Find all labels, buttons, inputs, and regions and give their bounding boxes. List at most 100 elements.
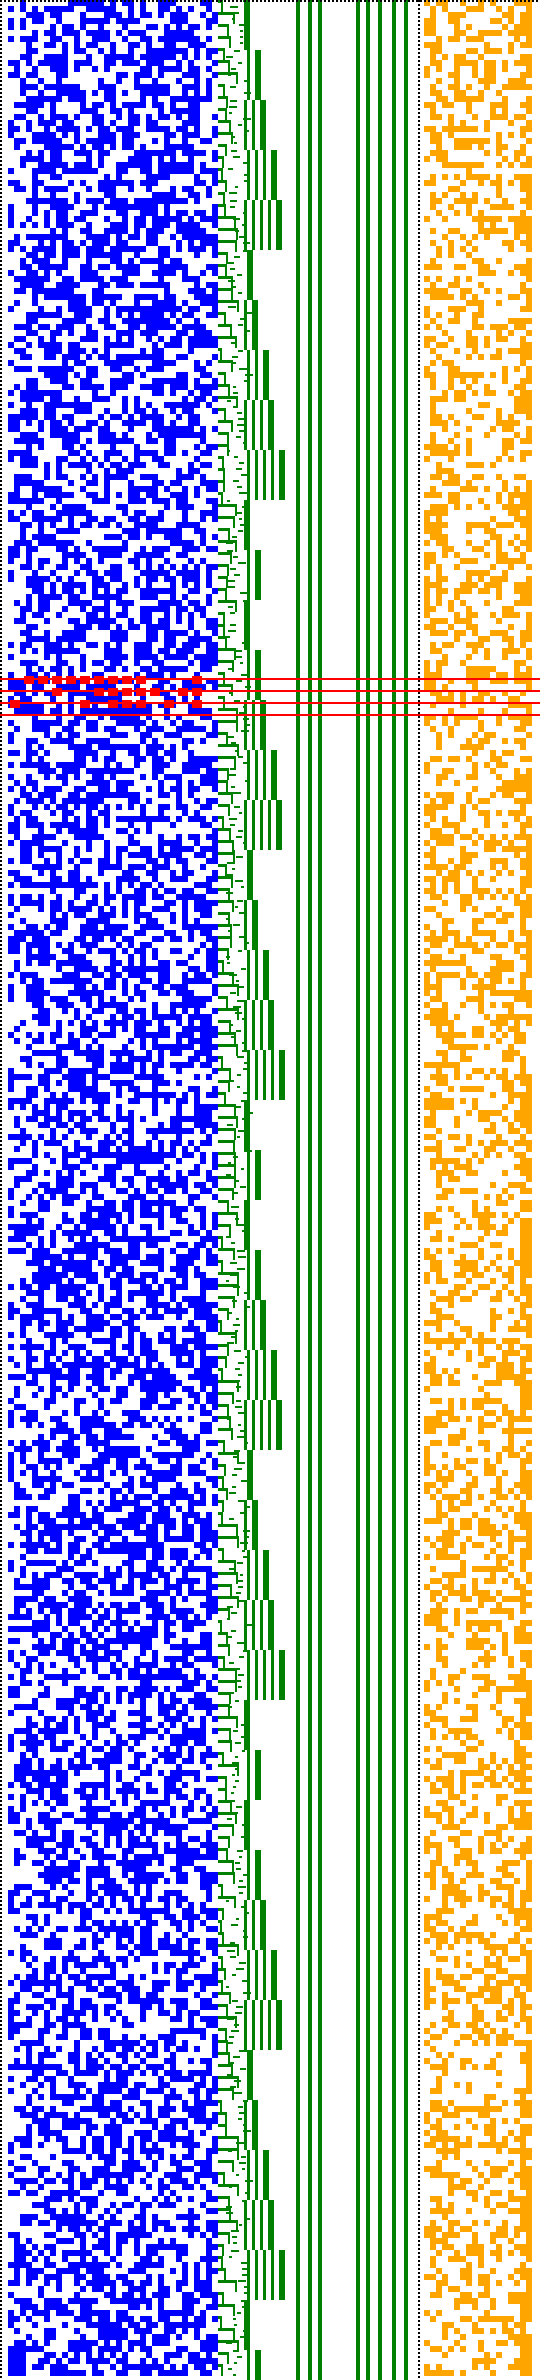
blue-cell (32, 198, 38, 204)
blue-cell (206, 96, 212, 102)
blue-cell (32, 798, 38, 804)
blue-cell (188, 228, 194, 234)
blue-cell (188, 240, 194, 246)
blue-cell (56, 402, 62, 408)
blue-cell (50, 1278, 56, 1284)
blue-cell (206, 1590, 212, 1596)
blue-cell (152, 1314, 158, 1320)
blue-cell (140, 1146, 146, 1152)
blue-cell (158, 834, 164, 840)
blue-cell (182, 1044, 188, 1050)
blue-cell (176, 1494, 182, 1500)
blue-cell (26, 696, 32, 702)
blue-cell (80, 444, 86, 450)
blue-cell (56, 474, 62, 480)
blue-cell (50, 1560, 56, 1566)
blue-cell (122, 630, 128, 636)
blue-cell (188, 114, 194, 120)
blue-cell (134, 156, 140, 162)
blue-cell (26, 108, 32, 114)
blue-cell (152, 120, 158, 126)
blue-cell (128, 1542, 134, 1548)
blue-cell (32, 390, 38, 396)
blue-cell (32, 294, 38, 300)
blue-cell (20, 972, 26, 978)
blue-cell (182, 1596, 188, 1602)
blue-cell (68, 636, 74, 642)
blue-cell (38, 1584, 44, 1590)
blue-cell (194, 1086, 200, 1092)
blue-cell (14, 1392, 20, 1398)
blue-cell (14, 828, 20, 834)
blue-cell (44, 54, 50, 60)
blue-cell (116, 864, 122, 870)
blue-cell (122, 372, 128, 378)
blue-cell (50, 720, 56, 726)
blue-cell (134, 246, 140, 252)
blue-cell (26, 750, 32, 756)
blue-cell (98, 1386, 104, 1392)
blue-cell (194, 1512, 200, 1518)
blue-cell (104, 1200, 110, 1206)
blue-cell (110, 96, 116, 102)
blue-cell (32, 954, 38, 960)
blue-cell (134, 582, 140, 588)
blue-cell (38, 702, 44, 708)
blue-cell (20, 462, 26, 468)
blue-cell (194, 306, 200, 312)
blue-cell (152, 1098, 158, 1104)
blue-cell (62, 84, 68, 90)
blue-cell (170, 540, 176, 546)
blue-cell (146, 294, 152, 300)
blue-cell (206, 930, 212, 936)
blue-cell (14, 438, 20, 444)
blue-cell (158, 1182, 164, 1188)
blue-cell (140, 1578, 146, 1584)
blue-cell (8, 1206, 14, 1212)
blue-cell (116, 1134, 122, 1140)
blue-cell (98, 1008, 104, 1014)
blue-cell (212, 246, 218, 252)
blue-cell (158, 726, 164, 732)
blue-cell (206, 1038, 212, 1044)
blue-cell (176, 1452, 182, 1458)
blue-cell (32, 1548, 38, 1554)
blue-cell (116, 1398, 122, 1404)
blue-cell (110, 1524, 116, 1530)
blue-cell (152, 474, 158, 480)
blue-cell (206, 1422, 212, 1428)
blue-cell (14, 324, 20, 330)
blue-cell (164, 24, 170, 30)
blue-cell (158, 258, 164, 264)
blue-cell (8, 1416, 14, 1422)
blue-cell (26, 1584, 32, 1590)
blue-cell (122, 396, 128, 402)
blue-cell (20, 900, 26, 906)
blue-cell (206, 342, 212, 348)
blue-cell (146, 726, 152, 732)
blue-cell (32, 1470, 38, 1476)
blue-cell (122, 162, 128, 168)
blue-cell (26, 1290, 32, 1296)
blue-cell (44, 1524, 50, 1530)
blue-cell (164, 462, 170, 468)
blue-cell (110, 1548, 116, 1554)
blue-cell (182, 396, 188, 402)
blue-cell (50, 738, 56, 744)
blue-cell (44, 1530, 50, 1536)
blue-cell (134, 1020, 140, 1026)
blue-cell (122, 36, 128, 42)
blue-cell (26, 1242, 32, 1248)
blue-cell (44, 1356, 50, 1362)
blue-cell (128, 1308, 134, 1314)
blue-cell (182, 138, 188, 144)
blue-cell (80, 1572, 86, 1578)
blue-cell (20, 564, 26, 570)
blue-cell (146, 114, 152, 120)
blue-cell (122, 420, 128, 426)
blue-cell (176, 840, 182, 846)
blue-cell (128, 1338, 134, 1344)
blue-cell (140, 1554, 146, 1560)
blue-cell (176, 1242, 182, 1248)
blue-cell (32, 936, 38, 942)
